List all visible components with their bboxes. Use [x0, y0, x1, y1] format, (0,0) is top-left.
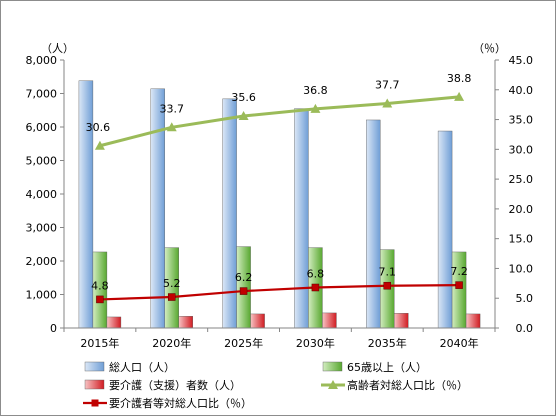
marker-care-ratio: [383, 281, 391, 290]
data-label-care-ratio: 7.2: [450, 265, 468, 278]
legend-swatch: [84, 379, 105, 390]
legend-label: 総人口（人）: [109, 360, 175, 374]
right-tick-label: 25.0: [509, 173, 534, 186]
left-tick-label: 8,000: [26, 54, 58, 67]
legend-swatch: [322, 361, 343, 372]
legend-marker: [328, 380, 338, 389]
right-tick-label: 5.0: [516, 292, 534, 305]
data-label-care-ratio: 7.1: [379, 266, 397, 279]
marker-elderly-ratio: [166, 122, 177, 132]
bar-total-population: [437, 130, 453, 329]
marker-elderly-ratio: [454, 91, 465, 101]
x-tick-label: 2035年: [368, 336, 407, 350]
left-tick-label: 2,000: [26, 255, 58, 268]
marker-elderly-ratio: [310, 103, 321, 113]
legend-label: 65歳以上（人）: [347, 361, 427, 374]
marker-care-ratio: [168, 293, 176, 301]
right-tick-label: 0.0: [516, 322, 534, 335]
bar-care-required: [178, 316, 193, 329]
marker-elderly-ratio: [238, 110, 249, 120]
marker-care-ratio: [96, 295, 104, 304]
legend-label: 要介護者等対総人口比（％）: [109, 396, 252, 410]
data-label-care-ratio: 5.2: [163, 277, 181, 290]
data-label-care-ratio: 4.8: [91, 279, 109, 292]
x-tick-label: 2025年: [224, 336, 263, 350]
marker-elderly-ratio: [382, 98, 393, 108]
right-tick-label: 45.0: [509, 54, 534, 67]
bar-total-population: [366, 119, 381, 329]
data-label-elderly-ratio: 36.8: [303, 84, 328, 97]
marker-care-ratio: [311, 283, 320, 292]
bar-total-population: [150, 88, 165, 329]
bar-care-required: [394, 313, 409, 329]
data-label-elderly-ratio: 33.7: [160, 102, 185, 115]
line-care-ratio: [99, 284, 460, 301]
data-label-care-ratio: 6.8: [307, 268, 325, 281]
line-elderly-ratio: [99, 95, 460, 148]
legend-swatch: [84, 361, 105, 372]
bar-age-65-plus: [451, 251, 467, 329]
bar-care-required: [250, 313, 265, 329]
x-tick-label: 2015年: [80, 336, 119, 350]
marker-care-ratio: [239, 287, 248, 295]
right-tick-label: 15.0: [509, 233, 534, 246]
left-axis-unit: （人）: [41, 42, 74, 55]
marker-care-ratio: [455, 281, 463, 289]
data-label-care-ratio: 6.2: [235, 271, 253, 284]
left-tick-label: 4,000: [26, 188, 58, 201]
bar-care-required: [106, 316, 122, 329]
right-tick-label: 35.0: [509, 114, 534, 127]
right-tick-label: 30.0: [509, 143, 534, 156]
bar-care-required: [465, 313, 481, 329]
left-tick-label: 7,000: [26, 88, 58, 101]
bar-age-65-plus: [236, 246, 251, 329]
right-tick-label: 40.0: [509, 84, 534, 97]
left-tick-label: 1,000: [26, 289, 58, 302]
left-tick-label: 3,000: [26, 222, 58, 235]
data-label-elderly-ratio: 38.8: [447, 72, 472, 85]
left-tick-label: 6,000: [26, 121, 58, 134]
x-tick-label: 2040年: [440, 336, 479, 350]
left-tick-label: 0: [50, 322, 57, 335]
legend-label: 高齢者対総人口比（％）: [347, 378, 468, 392]
left-tick-label: 5,000: [26, 155, 58, 168]
legend-label: 要介護（支援）者数（人）: [109, 378, 241, 392]
right-tick-label: 10.0: [509, 262, 534, 275]
data-label-elderly-ratio: 30.6: [86, 121, 111, 134]
data-label-elderly-ratio: 35.6: [231, 91, 256, 104]
bar-total-population: [294, 108, 309, 329]
bar-care-required: [322, 312, 337, 329]
data-label-elderly-ratio: 37.7: [375, 78, 400, 91]
right-axis-unit: （％）: [473, 42, 506, 55]
legend-marker: [91, 399, 99, 407]
right-tick-label: 20.0: [509, 203, 534, 216]
x-tick-label: 2030年: [296, 336, 335, 350]
x-tick-label: 2020年: [152, 336, 191, 350]
marker-elderly-ratio: [94, 140, 105, 150]
